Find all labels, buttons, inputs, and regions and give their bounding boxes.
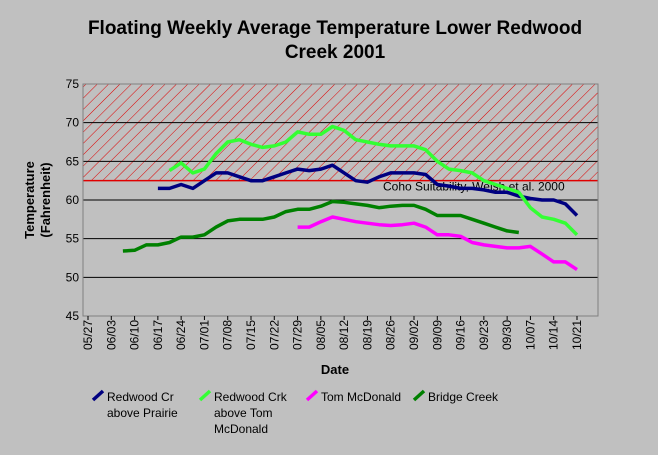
- y-tick-label: 75: [66, 77, 80, 91]
- x-tick-label: 09/02: [407, 320, 421, 350]
- x-tick-label: 07/01: [197, 320, 211, 350]
- x-tick-label: 06/03: [104, 320, 118, 350]
- x-tick-label: 09/30: [500, 320, 514, 350]
- x-tick-label: 08/12: [337, 320, 351, 350]
- series-line: [157, 163, 579, 217]
- legend-label: Tom McDonald: [321, 390, 402, 404]
- x-tick-label: 08/19: [360, 320, 374, 350]
- legend-label: Redwood Crk above Tom McDonald: [214, 390, 287, 436]
- legend-label: Bridge Creek: [428, 390, 499, 404]
- legend-label: Redwood Cr above Prairie: [107, 390, 178, 420]
- x-tick-label: 10/21: [570, 320, 584, 350]
- plot-frame: [82, 83, 599, 317]
- x-tick-label: 07/29: [291, 320, 305, 350]
- x-tick-label: 10/07: [523, 320, 537, 350]
- x-tick-label: 09/16: [454, 320, 468, 350]
- threshold-zone: [83, 84, 598, 181]
- x-tick-label: 08/26: [384, 320, 398, 350]
- x-tick-label: 09/23: [477, 320, 491, 350]
- y-tick-label: 55: [66, 232, 80, 246]
- y-tick-label: 65: [66, 154, 80, 168]
- y-tick-label: 45: [66, 309, 80, 323]
- series-line: [122, 199, 520, 253]
- y-tick-label: 70: [66, 116, 80, 130]
- series-line: [168, 124, 579, 237]
- x-tick-label: 08/05: [314, 320, 328, 350]
- x-axis-label: Date: [321, 362, 349, 377]
- legend-swatch: [198, 389, 212, 402]
- series-line: [297, 215, 578, 272]
- legend-swatch: [91, 389, 105, 402]
- x-tick-label: 06/17: [151, 320, 165, 350]
- x-tick-label: 07/15: [244, 320, 258, 350]
- x-tick-label: 06/24: [174, 320, 188, 350]
- x-tick-label: 10/14: [547, 320, 561, 350]
- threshold-label: Coho Suitability, Welsh et al. 2000: [383, 180, 565, 194]
- x-tick-label: 09/09: [430, 320, 444, 350]
- y-tick-label: 60: [66, 193, 80, 207]
- legend-swatch: [412, 389, 426, 402]
- y-axis-label: Temperature(Fahrenheit): [22, 161, 53, 239]
- chart-title: Floating Weekly Average Temperature Lowe…: [88, 18, 582, 63]
- legend-swatch: [305, 389, 319, 402]
- x-tick-label: 05/27: [81, 320, 95, 350]
- x-tick-label: 06/10: [128, 320, 142, 350]
- x-tick-label: 07/08: [221, 320, 235, 350]
- x-tick-label: 07/22: [267, 320, 281, 350]
- y-tick-label: 50: [66, 270, 80, 284]
